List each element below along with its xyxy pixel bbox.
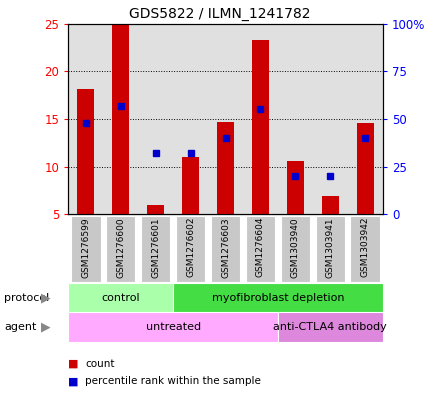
Text: ▶: ▶ [41, 291, 51, 304]
Bar [106, 215, 136, 281]
Text: GSM1276604: GSM1276604 [256, 217, 265, 277]
Bar [112, 24, 129, 214]
Bar [315, 215, 345, 281]
Text: GSM1276602: GSM1276602 [186, 217, 195, 277]
Text: GSM1276603: GSM1276603 [221, 217, 230, 277]
Text: GDS5822 / ILMN_1241782: GDS5822 / ILMN_1241782 [129, 7, 311, 21]
Bar [147, 205, 164, 214]
Bar [281, 215, 310, 281]
Bar [211, 215, 240, 281]
Text: ■: ■ [68, 376, 79, 386]
Text: count: count [85, 358, 114, 369]
Text: myofibroblast depletion: myofibroblast depletion [212, 293, 344, 303]
Text: ▶: ▶ [41, 321, 51, 334]
Bar [182, 157, 199, 214]
Bar [173, 283, 383, 312]
Text: GSM1303940: GSM1303940 [291, 217, 300, 277]
Bar [71, 215, 100, 281]
Bar [68, 312, 278, 342]
Bar [217, 122, 234, 214]
Bar [141, 215, 170, 281]
Bar [351, 215, 380, 281]
Bar [278, 312, 383, 342]
Bar [356, 123, 374, 214]
Text: GSM1276601: GSM1276601 [151, 217, 160, 277]
Bar [287, 161, 304, 214]
Bar [322, 196, 339, 214]
Bar [176, 215, 205, 281]
Text: protocol: protocol [4, 293, 50, 303]
Text: GSM1303942: GSM1303942 [361, 217, 370, 277]
Text: GSM1303941: GSM1303941 [326, 217, 335, 277]
Bar [252, 40, 269, 214]
Bar [246, 215, 275, 281]
Text: GSM1276599: GSM1276599 [81, 217, 90, 277]
Text: control: control [101, 293, 140, 303]
Text: untreated: untreated [146, 322, 201, 332]
Bar [77, 89, 95, 214]
Text: agent: agent [4, 322, 37, 332]
Text: GSM1276600: GSM1276600 [116, 217, 125, 277]
Bar [68, 283, 173, 312]
Text: anti-CTLA4 antibody: anti-CTLA4 antibody [274, 322, 387, 332]
Text: ■: ■ [68, 358, 79, 369]
Text: percentile rank within the sample: percentile rank within the sample [85, 376, 261, 386]
